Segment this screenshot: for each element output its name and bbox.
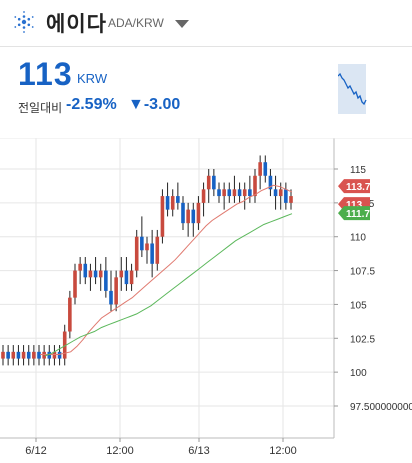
moving-average-long — [44, 213, 293, 357]
candle-body — [170, 196, 175, 210]
candle-body — [150, 243, 154, 264]
candle-body — [145, 243, 149, 251]
change-percent: -2.59% — [66, 96, 117, 113]
candle-body — [26, 351, 31, 359]
candle-body — [109, 290, 113, 305]
y-tick-label: 107.5 — [350, 267, 375, 278]
candle-body — [124, 270, 129, 285]
candle-body — [57, 351, 62, 359]
candle-body — [242, 189, 247, 197]
candle-body — [42, 351, 46, 359]
candle-body — [1, 351, 5, 359]
candle-body — [201, 189, 206, 203]
x-tick-label: 6/12 — [25, 445, 46, 457]
candle-body — [284, 189, 288, 203]
candle-body — [88, 270, 93, 278]
candle-body — [273, 189, 278, 197]
y-tick-label: 105 — [350, 300, 367, 311]
market-dropdown-chevron-icon[interactable] — [175, 20, 189, 28]
y-tick-label: 100 — [350, 368, 367, 379]
candle-body — [6, 351, 10, 359]
x-tick-label: 12:00 — [106, 445, 134, 457]
price-tag — [338, 179, 370, 194]
mini-sparkline-chart[interactable] — [338, 64, 412, 114]
price-tag-label: 113.733 — [346, 182, 382, 193]
y-tick-label: 97.500000000 — [350, 402, 412, 413]
header: 에이다 ADA/KRW — [0, 0, 412, 46]
candle-body — [134, 236, 139, 271]
price-chart[interactable]: 115112.5110107.5105102.510097.5000000006… — [0, 137, 412, 458]
candle-body — [196, 202, 201, 224]
y-tick-label: 115 — [350, 165, 366, 176]
candle-body — [62, 331, 67, 359]
candle-body — [222, 189, 226, 197]
candle-body — [227, 189, 232, 197]
candle-body — [98, 270, 103, 278]
candle-body — [52, 351, 57, 359]
price-tag-label: 111.74 — [346, 209, 376, 220]
candle-body — [11, 351, 16, 359]
candle-body — [78, 263, 82, 271]
candle-body — [155, 236, 160, 264]
candle-body — [212, 175, 216, 190]
candle-body — [217, 189, 221, 197]
candle-body — [237, 189, 242, 197]
candle-body — [119, 270, 124, 278]
candle-body — [93, 270, 98, 278]
candle-body — [16, 351, 21, 359]
current-price: 113 — [18, 56, 73, 92]
candle-body — [186, 209, 190, 224]
price-tag — [338, 206, 370, 221]
candle-body — [181, 202, 185, 224]
coin-title: 에이다 — [46, 13, 107, 36]
candle-body — [73, 270, 77, 298]
candle-body — [206, 175, 211, 190]
candle-body — [114, 277, 118, 305]
candle-body — [21, 351, 26, 359]
change-amount: ▼-3.00 — [128, 96, 181, 113]
price-tag-label: 113 — [346, 200, 363, 211]
candle-body — [160, 196, 165, 237]
candle-body — [37, 351, 41, 359]
x-tick-label: 12:00 — [269, 445, 297, 457]
candle-body — [278, 189, 283, 197]
candle-body — [253, 175, 257, 197]
cardano-coin-icon — [14, 11, 34, 33]
y-tick-label: 110 — [350, 233, 366, 244]
sparkline-line — [338, 72, 367, 106]
candle-body — [191, 209, 196, 224]
candle-body — [104, 270, 108, 291]
candle-body — [165, 196, 170, 210]
candlestick-chart-svg[interactable]: 115112.5110107.5105102.510097.5000000006… — [0, 137, 412, 458]
candle-body — [289, 196, 293, 203]
candle-body — [268, 175, 273, 190]
y-tick-label: 102.5 — [350, 334, 375, 345]
candle-body — [68, 297, 72, 332]
market-pair: ADA/KRW — [108, 16, 164, 30]
candle-body — [140, 236, 144, 251]
header-divider — [0, 46, 412, 47]
candle-body — [176, 196, 180, 203]
candle-body — [232, 189, 237, 197]
moving-average-short — [40, 184, 293, 355]
change-label: 전일대비 — [18, 101, 63, 115]
price-unit: KRW — [77, 71, 108, 86]
candle-body — [263, 162, 268, 176]
candle-body — [32, 351, 36, 359]
x-tick-label: 6/13 — [188, 445, 209, 457]
candle-body — [129, 270, 134, 285]
candle-body — [248, 189, 252, 197]
candle-body — [258, 162, 262, 176]
candle-body — [47, 351, 52, 359]
candle-body — [83, 263, 88, 278]
